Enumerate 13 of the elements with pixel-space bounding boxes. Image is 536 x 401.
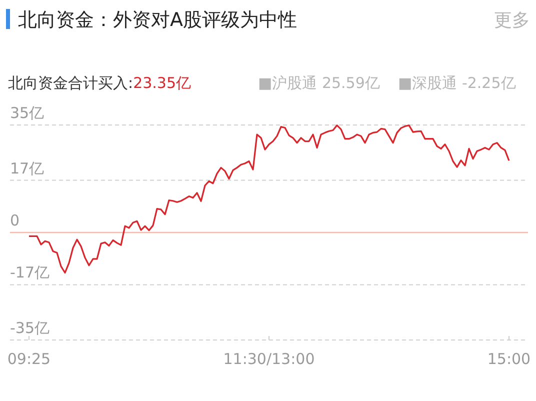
y-tick-label: -17亿 <box>10 264 50 282</box>
text: ■深股通 -2.25亿 <box>398 74 516 92</box>
y-tick-label: 17亿 <box>10 159 44 178</box>
chart-subtitle: 北向资金合计买入:23.35亿 <box>8 74 192 92</box>
y-tick-label: -35亿 <box>10 319 50 337</box>
chart-title: 北向资金：外资对A股评级为中性 <box>18 9 297 31</box>
x-tick-label: 11:30/13:00 <box>223 350 315 368</box>
x-tick-label: 09:25 <box>7 350 51 368</box>
text: 更多 <box>494 10 530 31</box>
x-tick-label: 15:00 <box>487 350 531 368</box>
y-tick-label: 35亿 <box>10 104 44 122</box>
text: ■沪股通 25.59亿 <box>258 74 380 92</box>
y-tick-label: 0 <box>10 212 20 230</box>
